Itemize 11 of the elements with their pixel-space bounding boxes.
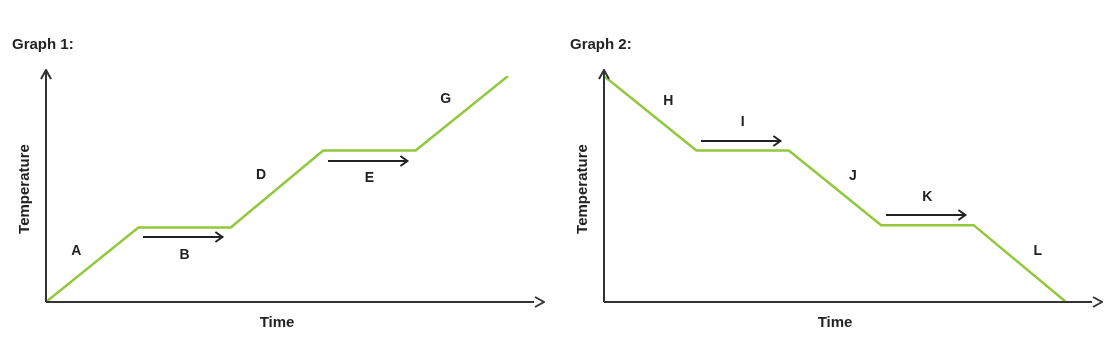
annotation: D [255,165,267,182]
y-axis-title: Temperature [15,144,33,234]
x-axis-title: Time [259,313,295,331]
y-axis-title: Temperature [573,144,591,234]
chart-title: Graph 2: [570,35,632,53]
annotation: G [440,90,452,107]
annotation: A [71,241,82,258]
annotation: B [179,246,190,263]
chart-title: Graph 1: [12,35,74,53]
x-axis-title: Time [817,313,853,331]
annotation: E [364,169,375,186]
